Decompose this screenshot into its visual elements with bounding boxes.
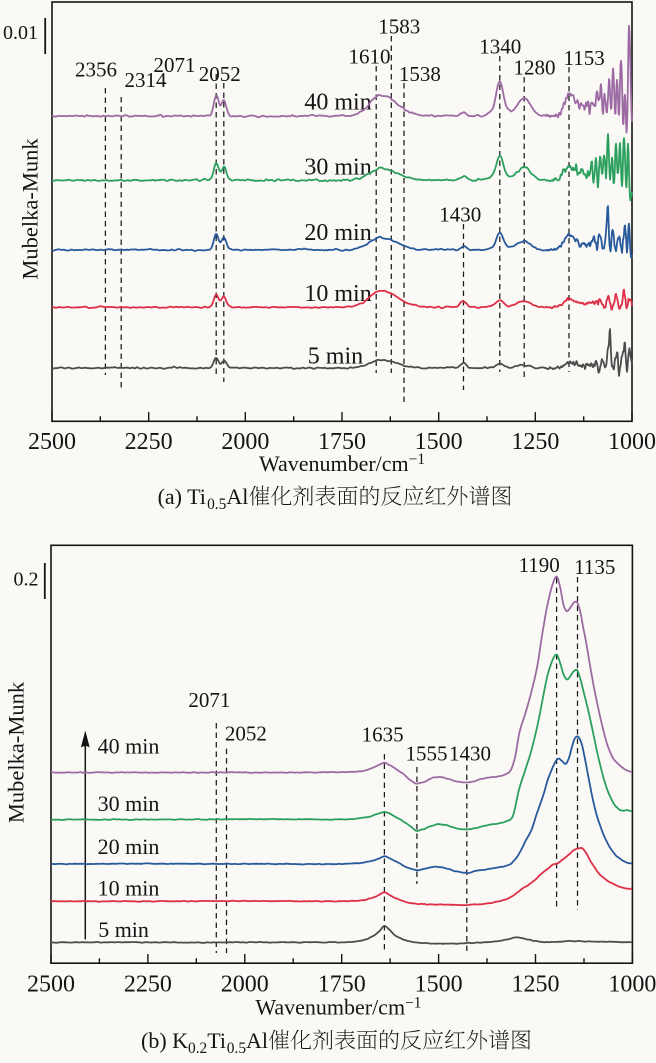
svg-text:2500: 2500 <box>27 972 75 998</box>
svg-text:1500: 1500 <box>415 972 463 998</box>
svg-text:Wavenumber/cm−1: Wavenumber/cm−1 <box>255 995 421 1020</box>
svg-text:Al: Al <box>226 484 248 509</box>
svg-text:40 min: 40 min <box>98 734 160 759</box>
svg-text:1610: 1610 <box>349 44 391 68</box>
svg-text:2250: 2250 <box>124 972 172 998</box>
svg-text:1000: 1000 <box>608 972 656 998</box>
svg-text:2500: 2500 <box>28 429 76 455</box>
svg-text:30 min: 30 min <box>304 155 371 181</box>
svg-text:2000: 2000 <box>221 972 269 998</box>
svg-text:1750: 1750 <box>318 429 366 455</box>
svg-text:1500: 1500 <box>415 429 463 455</box>
svg-text:0.2: 0.2 <box>14 569 39 591</box>
svg-text:1583: 1583 <box>378 15 420 39</box>
svg-text:Ti: Ti <box>207 1028 226 1053</box>
svg-text:1000: 1000 <box>608 429 656 455</box>
svg-text:Wavenumber/cm−1: Wavenumber/cm−1 <box>259 451 425 476</box>
svg-text:2071: 2071 <box>188 688 230 712</box>
svg-text:0.5: 0.5 <box>207 496 227 513</box>
svg-text:1153: 1153 <box>563 46 604 70</box>
svg-text:0.2: 0.2 <box>188 1040 207 1057</box>
svg-text:Mubelka-Munk: Mubelka-Munk <box>4 681 29 823</box>
svg-text:1250: 1250 <box>511 429 559 455</box>
svg-text:(b) K: (b) K <box>141 1028 188 1053</box>
svg-text:1280: 1280 <box>514 56 556 80</box>
svg-text:Mubelka-Munk: Mubelka-Munk <box>18 138 43 280</box>
svg-text:1538: 1538 <box>399 62 441 86</box>
svg-text:1135: 1135 <box>574 555 615 579</box>
svg-text:0.01: 0.01 <box>3 22 38 44</box>
svg-text:2071: 2071 <box>154 53 196 77</box>
svg-text:30 min: 30 min <box>98 791 160 816</box>
svg-text:Al: Al <box>246 1028 268 1053</box>
svg-text:10 min: 10 min <box>98 875 160 900</box>
svg-text:1430: 1430 <box>449 742 491 766</box>
svg-text:1190: 1190 <box>519 553 560 577</box>
svg-text:1250: 1250 <box>512 972 560 998</box>
svg-text:1750: 1750 <box>318 972 366 998</box>
svg-text:20 min: 20 min <box>98 834 160 859</box>
svg-text:5 min: 5 min <box>308 343 363 369</box>
svg-text:5 min: 5 min <box>98 917 149 942</box>
svg-text:20 min: 20 min <box>304 220 371 246</box>
svg-text:1430: 1430 <box>439 202 481 226</box>
svg-text:1555: 1555 <box>406 742 448 766</box>
svg-text:2250: 2250 <box>125 429 173 455</box>
svg-text:2000: 2000 <box>221 429 269 455</box>
svg-text:1635: 1635 <box>362 723 404 747</box>
svg-text:1340: 1340 <box>479 34 521 58</box>
svg-text:2356: 2356 <box>75 58 117 82</box>
svg-text:(a) Ti: (a) Ti <box>158 484 206 509</box>
svg-text:0.5: 0.5 <box>227 1040 247 1057</box>
svg-text:2052: 2052 <box>225 721 267 745</box>
svg-text:2314: 2314 <box>125 68 168 92</box>
svg-text:2052: 2052 <box>199 62 241 86</box>
